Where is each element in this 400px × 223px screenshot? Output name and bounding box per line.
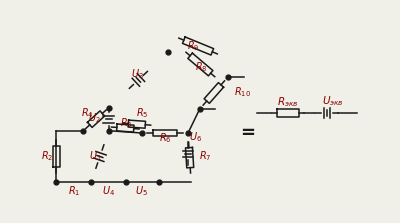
Text: $U_3$: $U_3$ xyxy=(131,68,144,81)
Text: $U_2$: $U_2$ xyxy=(88,111,101,124)
Text: $R_1$: $R_1$ xyxy=(68,184,80,198)
Text: $R_4$: $R_4$ xyxy=(81,106,94,120)
Text: $R_{10}$: $R_{10}$ xyxy=(234,85,251,99)
Text: $U_5$: $U_5$ xyxy=(136,184,148,198)
Text: =: = xyxy=(240,124,255,142)
Text: $R_6$: $R_6$ xyxy=(159,132,171,145)
Text: $R_5$: $R_5$ xyxy=(136,106,148,120)
Text: $R_2$: $R_2$ xyxy=(41,149,53,163)
Text: $R_8$: $R_8$ xyxy=(195,60,208,74)
Text: $R_3$: $R_3$ xyxy=(120,116,133,130)
Text: $U_1$: $U_1$ xyxy=(88,149,101,163)
Text: $R_7$: $R_7$ xyxy=(199,149,211,163)
Text: $U_6$: $U_6$ xyxy=(189,130,202,144)
Text: $U_4$: $U_4$ xyxy=(102,184,115,198)
Text: $U_{экв}$: $U_{экв}$ xyxy=(322,94,344,107)
Text: $R_{экв}$: $R_{экв}$ xyxy=(278,95,299,109)
Text: $R_9$: $R_9$ xyxy=(187,39,200,53)
